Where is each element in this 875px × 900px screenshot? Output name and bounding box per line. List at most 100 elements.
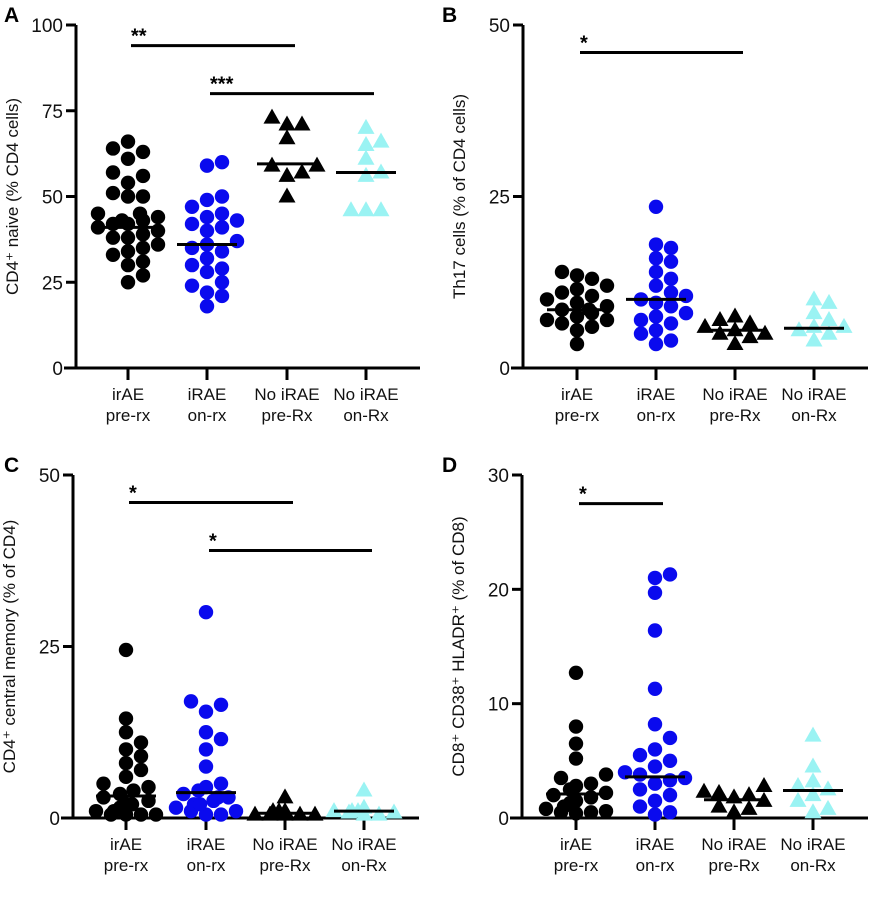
data-point	[663, 271, 679, 287]
data-point	[663, 299, 679, 314]
x-tick-label: pre-Rx	[709, 406, 761, 425]
data-point	[539, 292, 555, 307]
data-point	[105, 141, 121, 156]
panel-d: D 0 10 20 30 CD8⁺ CD38⁺ HLADR⁺ (% of CD8) irAE…	[442, 454, 868, 875]
y-tick-label: 10	[488, 695, 509, 716]
data-point	[805, 290, 823, 306]
x-tick-label: on-Rx	[791, 406, 837, 425]
data-point	[647, 759, 663, 774]
data-point	[105, 165, 121, 180]
data-point	[695, 782, 713, 798]
data-point	[662, 805, 678, 820]
data-point	[648, 251, 664, 266]
x-tick-label: pre-rx	[106, 406, 151, 425]
data-point	[804, 726, 822, 742]
data-point	[789, 791, 807, 807]
data-point	[598, 767, 614, 782]
data-point	[213, 731, 229, 747]
x-tick-label: pre-rx	[104, 856, 149, 875]
data-point	[662, 773, 678, 788]
x-tick-label: iRAE	[637, 385, 676, 404]
data-point	[583, 805, 599, 820]
data-point	[584, 319, 600, 335]
data-point	[126, 783, 141, 798]
y-axis-label: CD4⁺ central memory (% of CD4)	[0, 520, 19, 774]
data-point	[740, 799, 758, 815]
data-point	[184, 216, 200, 232]
data-point	[105, 185, 121, 201]
data-point	[90, 206, 106, 221]
x-tick-label: irAE	[112, 385, 144, 404]
x-tick-label: No iRAE	[702, 385, 767, 404]
data-point	[726, 307, 744, 323]
data-point	[648, 278, 664, 293]
x-tick-label: iRAE	[636, 835, 675, 854]
panel-letter: C	[4, 454, 19, 477]
data-point	[357, 136, 375, 152]
data-point	[633, 326, 649, 341]
data-point	[342, 201, 360, 217]
data-point	[598, 803, 614, 819]
data-point	[372, 132, 390, 148]
data-point	[568, 778, 584, 794]
data-point	[647, 807, 663, 822]
data-point	[741, 314, 759, 330]
data-point	[820, 293, 838, 309]
data-point	[293, 163, 311, 179]
data-point	[150, 209, 166, 225]
data-point	[804, 786, 822, 802]
data-point	[725, 803, 743, 819]
data-point	[357, 166, 375, 182]
data-point	[804, 772, 822, 788]
data-point	[118, 711, 134, 726]
x-tick-label: No iRAE	[252, 835, 317, 854]
data-point	[538, 801, 554, 817]
data-point	[804, 803, 822, 819]
y-tick-label: 50	[39, 466, 60, 487]
data-point	[199, 251, 215, 266]
x-tick-label: on-rx	[636, 856, 675, 875]
x-tick-label: iRAE	[187, 835, 226, 854]
panel-a: A 0 25 50 75 100 CD4⁺ naive (% CD4 cells) irAE p…	[3, 4, 420, 425]
data-point	[214, 261, 230, 276]
data-point	[278, 129, 296, 145]
data-point	[293, 115, 311, 131]
data-point	[133, 749, 149, 764]
panel-letter: D	[442, 454, 457, 477]
data-point	[183, 694, 199, 709]
data-point	[120, 189, 136, 204]
data-point	[135, 144, 151, 160]
data-point	[663, 285, 679, 300]
data-point	[805, 331, 823, 347]
data-point	[648, 309, 664, 324]
data-point	[114, 213, 130, 228]
x-tick-label: pre-Rx	[261, 406, 313, 425]
data-point	[214, 244, 230, 259]
data-point	[120, 244, 136, 259]
data-point	[135, 268, 151, 283]
data-point	[647, 585, 663, 600]
data-point	[568, 719, 584, 734]
data-point	[88, 803, 104, 819]
significance-label: *	[579, 484, 587, 506]
data-point	[820, 310, 838, 326]
data-point	[835, 317, 853, 333]
data-point	[569, 336, 585, 352]
x-tick-label: on-Rx	[341, 856, 387, 875]
panel-letter: A	[4, 4, 19, 27]
data-point	[124, 797, 140, 812]
data-point	[678, 288, 694, 304]
data-point	[583, 790, 599, 805]
data-point	[184, 240, 200, 256]
data-point	[118, 642, 134, 658]
data-point	[663, 240, 679, 256]
panel-c: C 0 25 50 CD4⁺ central memory (% of CD4) irAE…	[0, 454, 419, 875]
data-point	[192, 797, 208, 812]
y-tick-label: 25	[489, 188, 510, 209]
x-tick-label: pre-Rx	[708, 856, 760, 875]
data-point	[648, 264, 664, 280]
data-point	[632, 747, 648, 763]
data-point	[662, 567, 678, 582]
significance-label: *	[129, 482, 137, 504]
data-point	[184, 199, 200, 214]
